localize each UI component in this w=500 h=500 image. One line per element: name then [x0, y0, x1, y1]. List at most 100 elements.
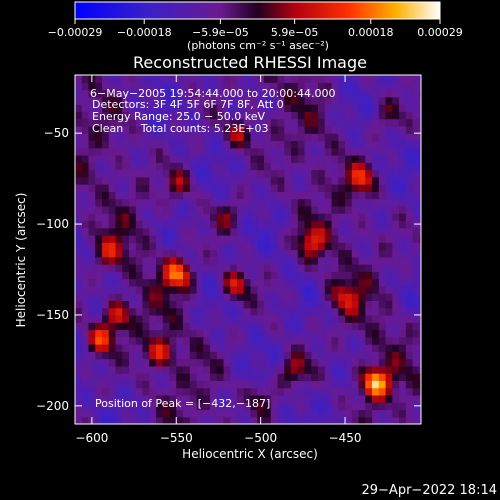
heatmap-cell	[156, 169, 164, 178]
heatmap-cell	[291, 82, 299, 91]
heatmap-cell	[135, 387, 144, 396]
heatmap-cell	[237, 278, 245, 287]
heatmap-cell	[75, 387, 83, 396]
heatmap-cell	[156, 198, 164, 207]
heatmap-cell	[412, 300, 420, 309]
heatmap-cell	[189, 220, 198, 229]
heatmap-cell	[318, 227, 326, 236]
heatmap-cell	[277, 409, 285, 418]
heatmap-cell	[95, 358, 103, 367]
heatmap-cell	[338, 118, 346, 127]
heatmap-cell	[102, 118, 110, 127]
heatmap-cell	[297, 256, 306, 265]
heatmap-cell	[250, 82, 258, 91]
heatmap-cell	[81, 154, 90, 163]
heatmap-cell	[284, 176, 292, 185]
heatmap-cell	[176, 118, 184, 127]
heatmap-cell	[385, 118, 393, 127]
heatmap-cell	[351, 271, 360, 280]
heatmap-cell	[203, 220, 211, 229]
heatmap-cell	[81, 264, 90, 272]
heatmap-cell	[216, 300, 225, 309]
heatmap-cell	[95, 271, 103, 280]
heatmap-cell	[324, 380, 333, 389]
heatmap-cell	[196, 322, 204, 331]
heatmap-cell	[196, 96, 204, 105]
heatmap-cell	[331, 133, 339, 142]
heatmap-cell	[297, 409, 306, 418]
heatmap-cell	[75, 191, 83, 200]
heatmap-cell	[203, 227, 211, 236]
heatmap-cell	[284, 89, 292, 98]
heatmap-cell	[237, 89, 245, 98]
heatmap-cell	[237, 387, 245, 396]
heatmap-cell	[399, 358, 407, 367]
heatmap-cell	[324, 264, 333, 272]
annotation-time: 6−May−2005 19:54:44.000 to 20:00:44.000	[90, 87, 336, 100]
heatmap-cell	[399, 387, 407, 396]
heatmap-cell	[203, 307, 211, 316]
heatmap-cell	[169, 111, 177, 120]
heatmap-cell	[257, 82, 265, 91]
heatmap-cell	[75, 307, 83, 316]
heatmap-cell	[95, 162, 103, 171]
heatmap-cell	[243, 322, 252, 331]
heatmap-cell	[324, 184, 333, 192]
heatmap-cell	[237, 191, 245, 200]
heatmap-cell	[183, 198, 191, 207]
heatmap-cell	[210, 380, 218, 389]
heatmap-cell	[196, 380, 204, 389]
heatmap-cell	[122, 365, 130, 374]
heatmap-cell	[405, 242, 414, 251]
heatmap-cell	[230, 104, 238, 112]
heatmap-cell	[365, 140, 373, 149]
heatmap-cell	[135, 162, 144, 171]
heatmap-cell	[88, 365, 96, 374]
heatmap-cell	[183, 242, 191, 251]
heatmap-cell	[162, 416, 171, 424]
heatmap-cell	[189, 162, 198, 171]
heatmap-cell	[162, 336, 171, 345]
heatmap-cell	[149, 293, 157, 301]
heatmap-cell	[108, 365, 117, 374]
heatmap-cell	[284, 82, 292, 91]
plot-frame	[74, 74, 422, 425]
heatmap-cell	[162, 264, 171, 272]
heatmap-cell	[338, 242, 346, 251]
heatmap-cell	[311, 285, 319, 294]
heatmap-cell	[284, 285, 292, 294]
heatmap-cell	[95, 176, 103, 185]
heatmap-cell	[243, 111, 252, 120]
heatmap-cell	[142, 322, 150, 331]
heatmap-cell	[203, 75, 211, 83]
heatmap-cell	[277, 322, 285, 331]
heatmap-cell	[156, 285, 164, 294]
heatmap-cell	[122, 220, 130, 229]
heatmap-cell	[115, 336, 123, 345]
heatmap-cell	[162, 380, 171, 389]
heatmap-cell	[223, 242, 231, 251]
heatmap-cell	[196, 162, 204, 171]
heatmap-cell	[277, 140, 285, 149]
heatmap-cell	[365, 264, 373, 272]
heatmap-cell	[405, 278, 414, 287]
heatmap-cell	[95, 380, 103, 389]
heatmap-cell	[351, 176, 360, 185]
heatmap-cell	[378, 242, 387, 251]
heatmap-cell	[405, 336, 414, 345]
heatmap-cell	[277, 278, 285, 287]
heatmap-cell	[149, 322, 157, 331]
heatmap-cell	[277, 184, 285, 192]
heatmap-cell	[122, 213, 130, 222]
heatmap-cell	[405, 133, 414, 142]
heatmap-cell	[412, 314, 420, 323]
heatmap-cell	[399, 409, 407, 418]
heatmap-cell	[75, 365, 83, 374]
heatmap-cell	[358, 402, 366, 411]
heatmap-cell	[318, 300, 326, 309]
heatmap-cell	[250, 344, 258, 352]
heatmap-cell	[311, 162, 319, 171]
heatmap-cell	[318, 191, 326, 200]
heatmap-cell	[81, 75, 90, 83]
heatmap-cell	[122, 358, 130, 367]
